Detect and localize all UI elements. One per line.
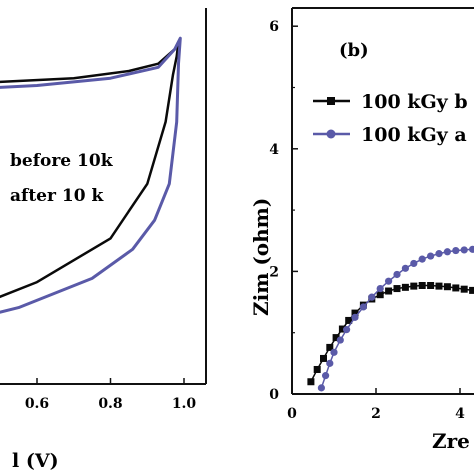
nyquist-point-a: [427, 252, 435, 260]
right-curves: [307, 245, 474, 392]
right-y-tick-label: 0: [269, 387, 279, 403]
nyquist-point-b: [307, 378, 315, 386]
nyquist-point-a: [410, 259, 418, 268]
left-chart: 0.6 0.8 1.0 before 10k after 10 k l (V): [0, 8, 207, 472]
nyquist-point-b: [452, 284, 460, 292]
right-y-tick-label: 2: [269, 264, 279, 280]
nyquist-point-a: [385, 277, 393, 285]
right-ticks: 0 2 4 6 0 2 4: [269, 19, 465, 422]
left-x-tick-label: 0.6: [25, 396, 49, 412]
nyquist-point-a: [376, 284, 384, 293]
nyquist-point-b: [313, 365, 321, 373]
nyquist-point-b: [410, 282, 418, 290]
nyquist-point-b: [418, 281, 426, 289]
legend-label-b: 100 kGy b: [361, 91, 468, 113]
nyquist-point-a: [452, 246, 460, 255]
nyquist-point-a: [435, 250, 443, 258]
nyquist-point-b: [332, 334, 340, 342]
right-x-tick-label: 2: [371, 406, 381, 422]
right-y-axis-label: Zim (ohm): [249, 198, 273, 316]
cv-curve-before: [0, 40, 180, 299]
right-x-tick-label: 4: [455, 406, 465, 422]
nyquist-point-a: [418, 255, 426, 263]
nyquist-point-b: [443, 283, 451, 291]
nyquist-point-b: [401, 283, 409, 291]
left-curves: [0, 36, 182, 314]
nyquist-point-b: [338, 325, 346, 333]
left-legend-after: after 10 k: [10, 186, 104, 206]
panel-label-b: (b): [339, 40, 369, 61]
left-x-tick-label: 0.8: [98, 396, 122, 412]
nyquist-point-b: [376, 291, 384, 299]
nyquist-point-a: [368, 293, 376, 301]
left-x-tick-label: 1.0: [172, 396, 197, 412]
right-x-tick-label: 0: [287, 406, 297, 422]
nyquist-point-a: [317, 384, 325, 392]
nyquist-point-b: [435, 282, 443, 290]
nyquist-point-a: [443, 248, 451, 256]
nyquist-line-a: [320, 248, 474, 389]
nyquist-point-a: [469, 245, 474, 253]
nyquist-point-a: [401, 264, 409, 272]
cv-curve-after: [0, 36, 182, 314]
nyquist-point-b: [460, 285, 468, 293]
nyquist-point-a: [330, 348, 338, 356]
left-x-axis-label: l (V): [12, 450, 59, 472]
nyquist-point-a: [343, 326, 351, 334]
right-x-axis-label: Zre: [432, 429, 470, 453]
nyquist-point-a: [460, 246, 468, 254]
nyquist-point-a: [359, 303, 367, 311]
nyquist-point-b: [351, 309, 359, 317]
legend-marker-circle: [326, 129, 336, 139]
nyquist-point-b: [320, 354, 327, 362]
legend-marker-square: [327, 97, 335, 105]
right-chart: 0 2 4 6 0 2 4 (b) Zim (ohm) Zre 100 kGy b 100 …: [249, 7, 474, 453]
nyquist-point-a: [393, 270, 401, 279]
left-ticks: 0.6 0.8 1.0: [25, 378, 197, 412]
right-y-tick-label: 6: [269, 19, 279, 35]
left-legend-before: before 10k: [10, 151, 114, 171]
nyquist-point-a: [336, 336, 344, 344]
right-legend: 100 kGy b 100 kGy a: [313, 91, 468, 146]
nyquist-point-b: [326, 343, 334, 351]
nyquist-point-a: [351, 313, 359, 321]
nyquist-point-a: [322, 372, 330, 380]
legend-label-a: 100 kGy a: [361, 124, 467, 146]
right-y-tick-label: 4: [269, 142, 279, 158]
nyquist-point-b: [385, 287, 393, 295]
nyquist-point-a: [326, 359, 334, 367]
nyquist-point-b: [427, 281, 435, 289]
nyquist-point-b: [469, 286, 474, 294]
nyquist-point-b: [345, 316, 353, 324]
nyquist-line-b: [310, 284, 474, 383]
nyquist-point-b: [393, 285, 401, 293]
